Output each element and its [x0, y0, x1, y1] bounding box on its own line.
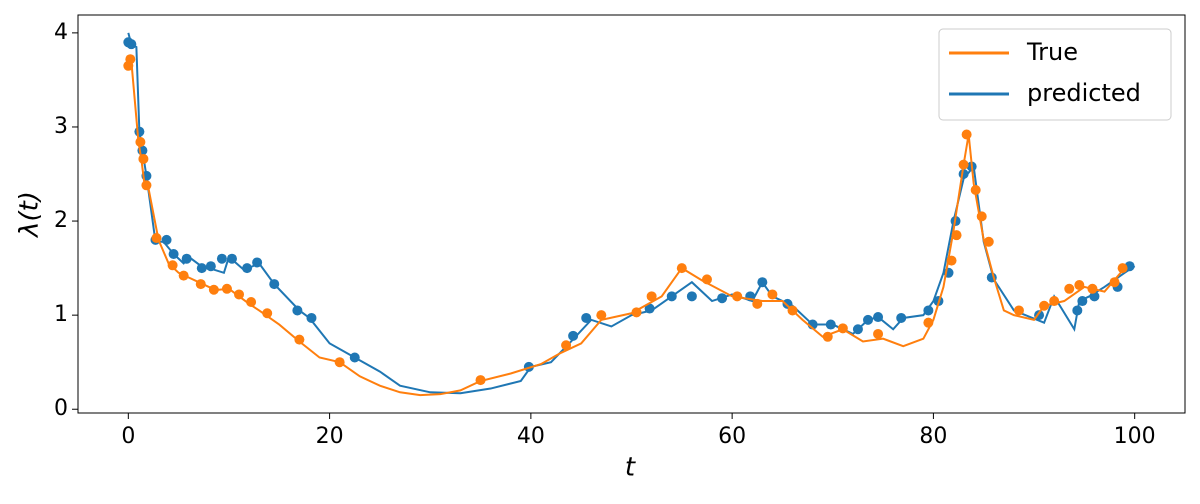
event-marker [873, 312, 884, 323]
y-tick-label: 2 [54, 208, 68, 233]
event-marker [646, 291, 657, 302]
event-marker [1039, 300, 1050, 311]
event-marker [167, 260, 178, 271]
event-marker [234, 289, 245, 300]
event-marker [862, 314, 873, 325]
event-marker [631, 307, 642, 318]
event-marker [568, 330, 579, 341]
event-marker [349, 352, 360, 363]
event-marker [269, 279, 280, 290]
event-marker [686, 291, 697, 302]
event-marker [787, 305, 798, 316]
event-marker [226, 253, 237, 264]
event-marker [581, 312, 592, 323]
event-marker [757, 277, 768, 288]
event-marker [292, 305, 303, 316]
event-marker [1109, 277, 1120, 288]
event-marker [701, 274, 712, 285]
event-marker [134, 126, 145, 137]
event-marker [951, 230, 962, 241]
event-marker [1077, 296, 1088, 307]
y-tick-label: 0 [54, 396, 68, 421]
plot-frame [77, 14, 1186, 414]
y-axis-label: λ(t) [15, 191, 45, 239]
event-marker [767, 289, 778, 300]
event-marker [334, 357, 345, 368]
legend-label: True [1026, 38, 1078, 66]
y-tick-label: 3 [54, 114, 68, 139]
event-marker [181, 253, 192, 264]
event-marker [946, 255, 957, 266]
event-marker [976, 211, 987, 222]
x-tick-label: 100 [1114, 424, 1156, 449]
event-marker [178, 270, 189, 281]
event-marker [262, 308, 273, 319]
event-marker [873, 328, 884, 339]
event-marker [294, 334, 305, 345]
event-marker [135, 137, 146, 148]
event-marker [141, 180, 152, 191]
event-marker [644, 303, 655, 314]
event-marker [561, 340, 572, 351]
x-axis-label: t [625, 453, 636, 483]
event-marker [246, 296, 257, 307]
x-tick-label: 0 [121, 424, 135, 449]
event-marker [1064, 283, 1075, 294]
event-marker [221, 283, 232, 294]
event-marker [717, 293, 728, 304]
event-marker [216, 253, 227, 264]
x-tick-label: 60 [718, 424, 746, 449]
x-tick-label: 40 [517, 424, 545, 449]
event-marker [961, 129, 972, 140]
x-tick-label: 80 [919, 424, 947, 449]
legend: True predicted [938, 28, 1172, 121]
event-marker [837, 323, 848, 334]
event-marker [125, 54, 136, 65]
event-marker [168, 248, 179, 259]
event-marker [1013, 305, 1024, 316]
event-marker [1087, 283, 1098, 294]
event-marker [923, 305, 934, 316]
event-marker [752, 298, 763, 309]
event-marker [151, 232, 162, 243]
y-tick-label: 4 [54, 20, 68, 45]
event-marker [676, 263, 687, 274]
event-marker [1072, 305, 1083, 316]
x-tick-label: 20 [316, 424, 344, 449]
event-marker [983, 236, 994, 247]
event-marker [1049, 296, 1060, 307]
event-marker [1089, 291, 1100, 302]
event-marker [596, 310, 607, 321]
event-marker [138, 153, 149, 164]
event-marker [126, 39, 137, 50]
event-marker [208, 284, 219, 295]
event-marker [896, 312, 907, 323]
event-marker [822, 331, 833, 342]
event-marker [475, 375, 486, 386]
event-marker [970, 185, 981, 196]
event-marker [205, 261, 216, 272]
event-marker [1117, 263, 1128, 274]
event-marker [161, 234, 172, 245]
event-marker [196, 263, 207, 274]
event-marker [958, 159, 969, 170]
event-marker [1074, 280, 1085, 291]
event-marker [666, 291, 677, 302]
y-tick-label: 1 [54, 302, 68, 327]
event-marker [306, 312, 317, 323]
event-marker [252, 257, 263, 268]
event-marker [852, 324, 863, 335]
event-marker [923, 317, 934, 328]
legend-label: predicted [1027, 79, 1141, 107]
event-marker [732, 291, 743, 302]
event-marker [195, 279, 206, 290]
event-marker [242, 263, 253, 274]
event-marker [825, 319, 836, 330]
